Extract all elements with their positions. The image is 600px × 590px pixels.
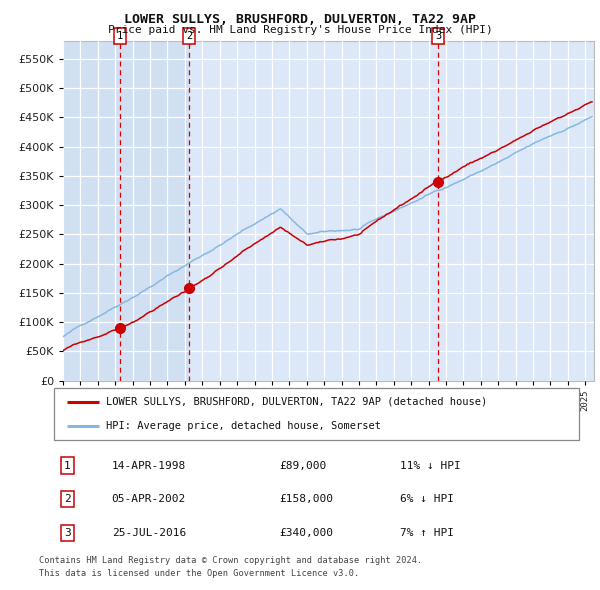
Text: 25-JUL-2016: 25-JUL-2016	[112, 527, 186, 537]
FancyBboxPatch shape	[54, 388, 579, 440]
Bar	[63, 41, 120, 381]
Text: Contains HM Land Registry data © Crown copyright and database right 2024.: Contains HM Land Registry data © Crown c…	[39, 556, 422, 565]
Bar	[120, 41, 190, 381]
Text: £158,000: £158,000	[280, 494, 334, 504]
Text: This data is licensed under the Open Government Licence v3.0.: This data is licensed under the Open Gov…	[39, 569, 359, 578]
Text: HPI: Average price, detached house, Somerset: HPI: Average price, detached house, Some…	[107, 421, 382, 431]
Text: Price paid vs. HM Land Registry's House Price Index (HPI): Price paid vs. HM Land Registry's House …	[107, 25, 493, 35]
Text: 1: 1	[117, 31, 123, 41]
Text: 05-APR-2002: 05-APR-2002	[112, 494, 186, 504]
Text: LOWER SULLYS, BRUSHFORD, DULVERTON, TA22 9AP (detached house): LOWER SULLYS, BRUSHFORD, DULVERTON, TA22…	[107, 396, 488, 407]
Text: 2: 2	[186, 31, 193, 41]
Text: 11% ↓ HPI: 11% ↓ HPI	[401, 461, 461, 471]
Text: LOWER SULLYS, BRUSHFORD, DULVERTON, TA22 9AP: LOWER SULLYS, BRUSHFORD, DULVERTON, TA22…	[124, 13, 476, 26]
Text: 1: 1	[64, 461, 71, 471]
Text: 6% ↓ HPI: 6% ↓ HPI	[401, 494, 455, 504]
Text: £340,000: £340,000	[280, 527, 334, 537]
Text: £89,000: £89,000	[280, 461, 327, 471]
Text: 3: 3	[64, 527, 71, 537]
Text: 2: 2	[64, 494, 71, 504]
Text: 14-APR-1998: 14-APR-1998	[112, 461, 186, 471]
Text: 7% ↑ HPI: 7% ↑ HPI	[401, 527, 455, 537]
Text: 3: 3	[435, 31, 442, 41]
